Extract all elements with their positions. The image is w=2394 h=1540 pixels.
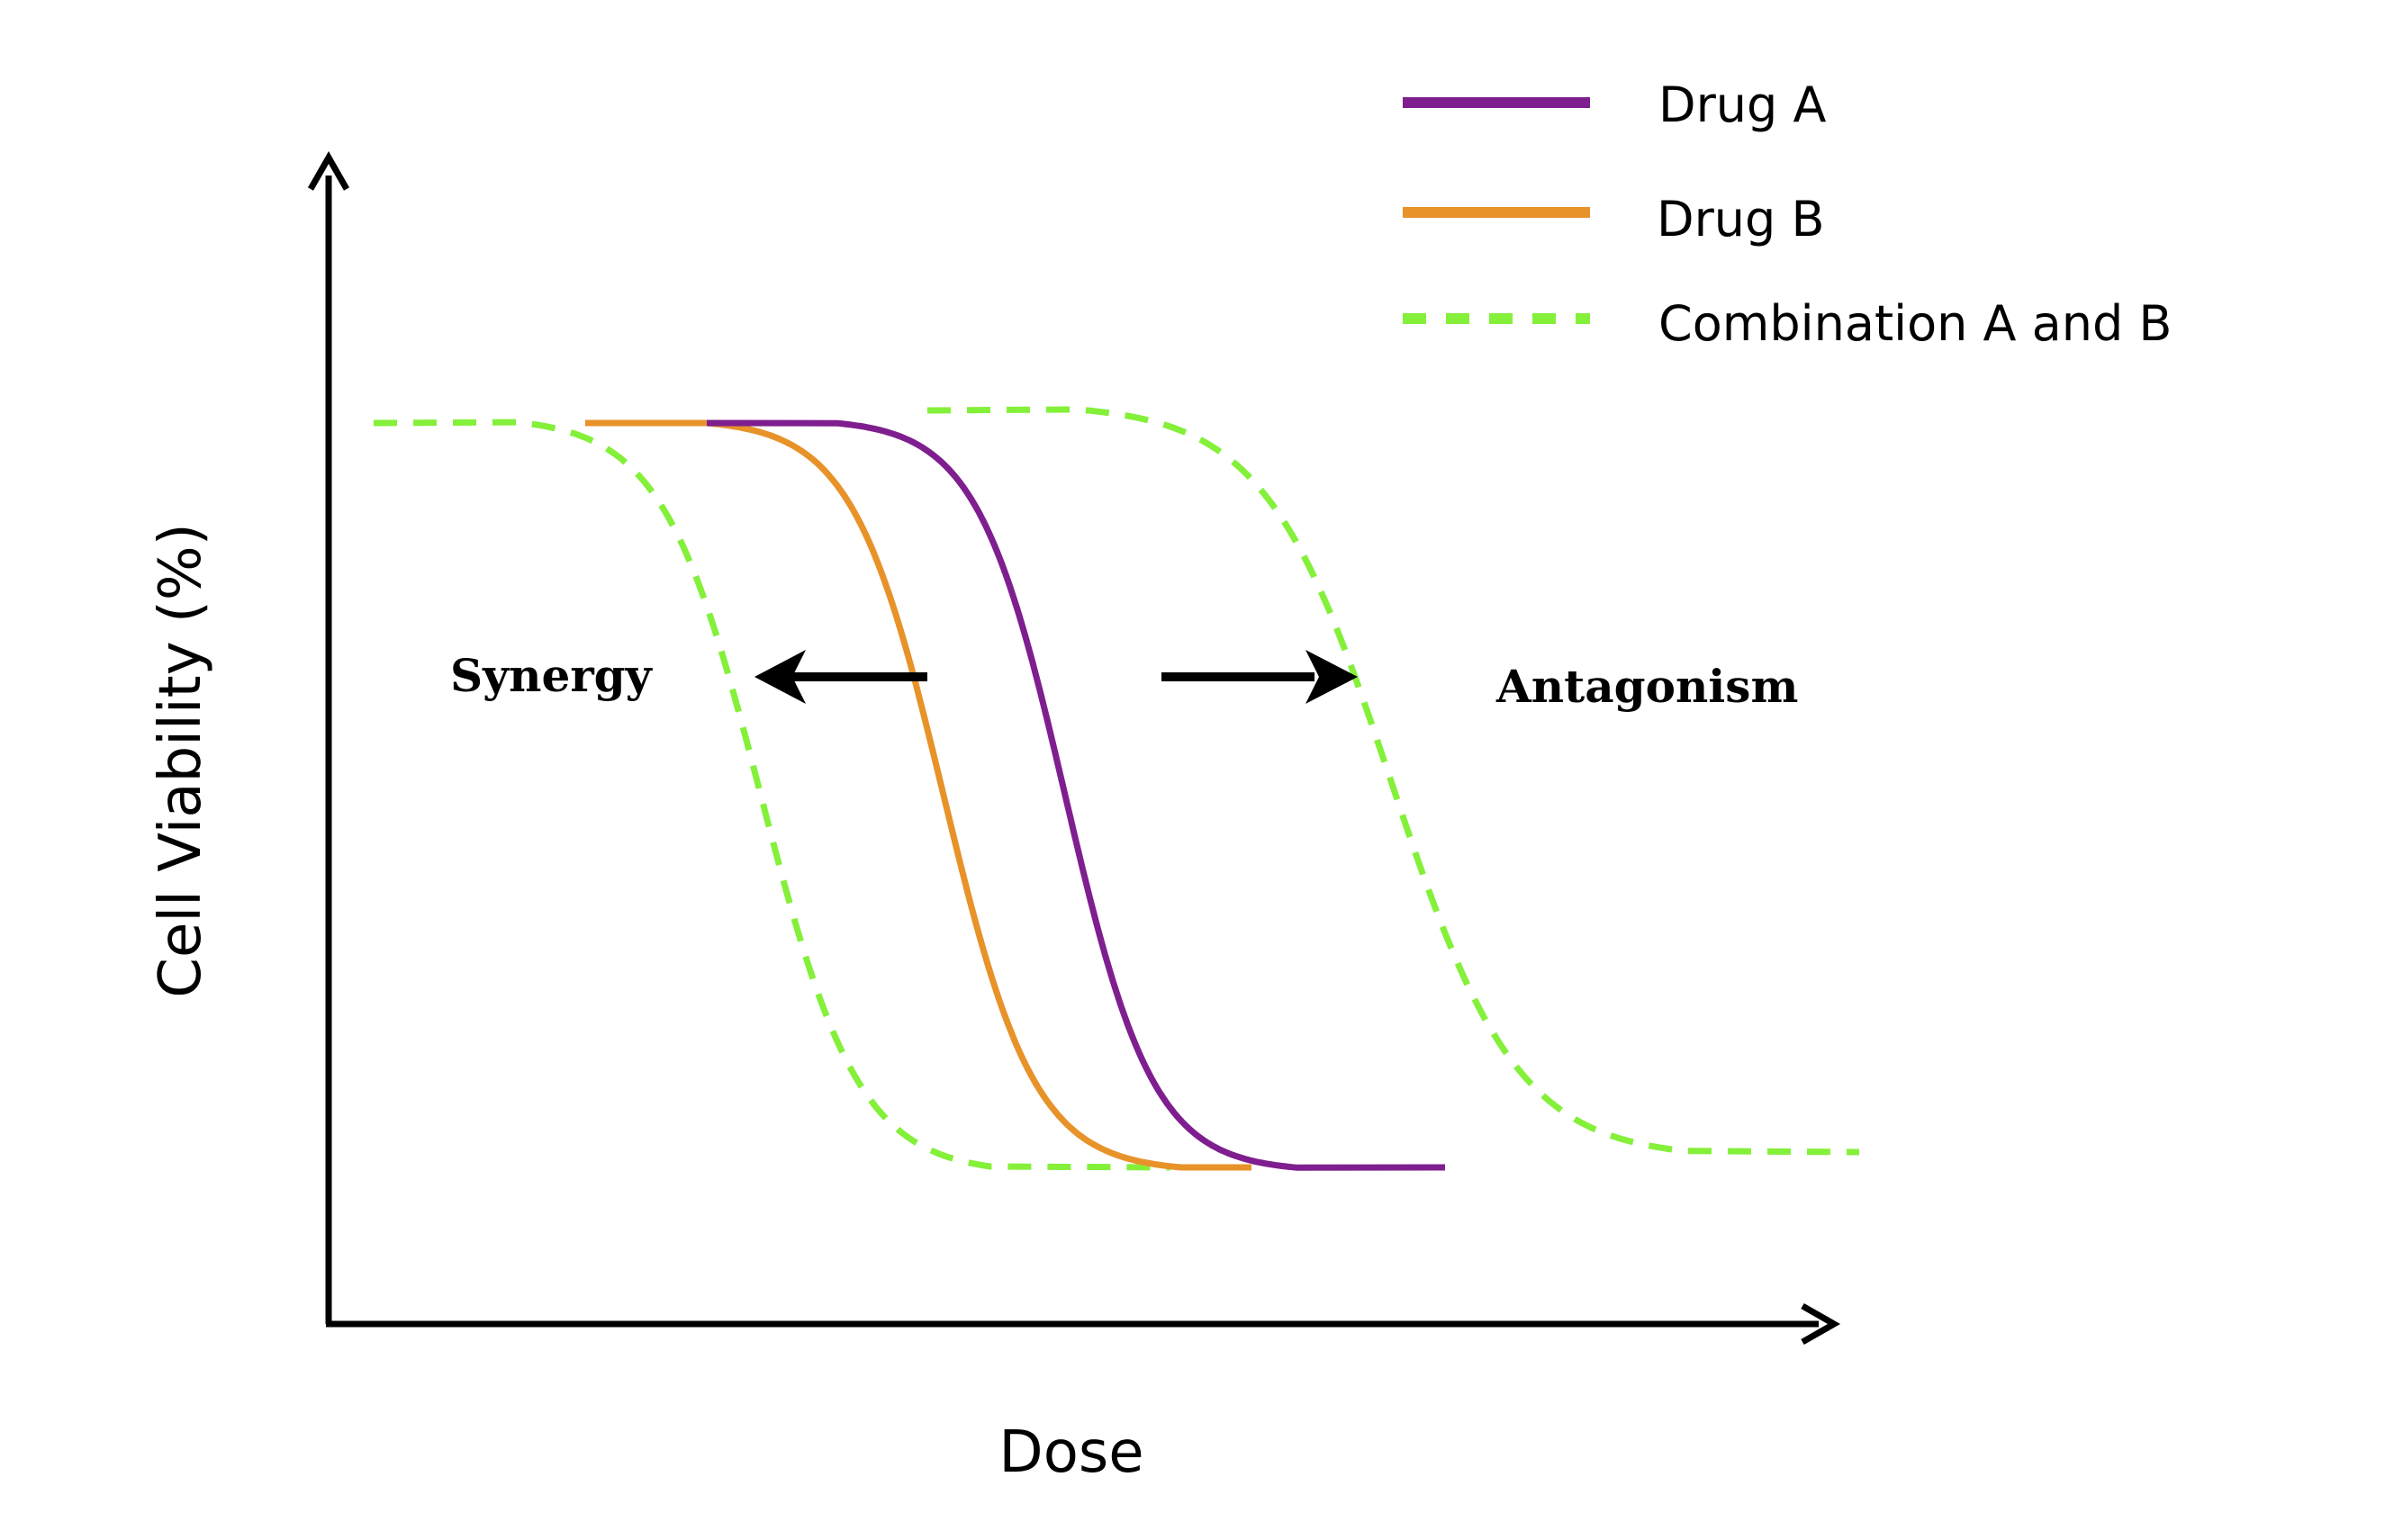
antagonism-arrow-head: [1305, 650, 1358, 704]
legend-label-drug-b: Drug B: [1657, 191, 1825, 248]
axes: [307, 150, 1841, 1346]
y-axis-arrowhead: [307, 150, 350, 191]
series-line-drug-a: [706, 419, 1446, 1171]
plot-series: [373, 406, 1860, 1171]
antagonism-arrow: [1161, 650, 1358, 704]
x-axis-title: Dose: [998, 1419, 1143, 1486]
synergy-arrow: [754, 650, 927, 704]
annotation-synergy: Synergy: [450, 649, 654, 702]
y-axis-title: Cell Viability (%): [148, 523, 214, 997]
series-line-drug-b: [585, 419, 1251, 1171]
legend-label-combination: Combination A and B: [1658, 295, 2172, 352]
series-line-combination-synergy: [373, 419, 1171, 1171]
series-line-combination-antagonism: [926, 406, 1860, 1156]
synergy-arrow-head: [754, 650, 806, 704]
legend: Drug A Drug B Combination A and B: [1403, 77, 2172, 352]
legend-label-drug-a: Drug A: [1658, 77, 1826, 133]
x-axis-arrowhead: [1801, 1302, 1841, 1346]
annotation-antagonism: Antagonism: [1495, 660, 1798, 713]
